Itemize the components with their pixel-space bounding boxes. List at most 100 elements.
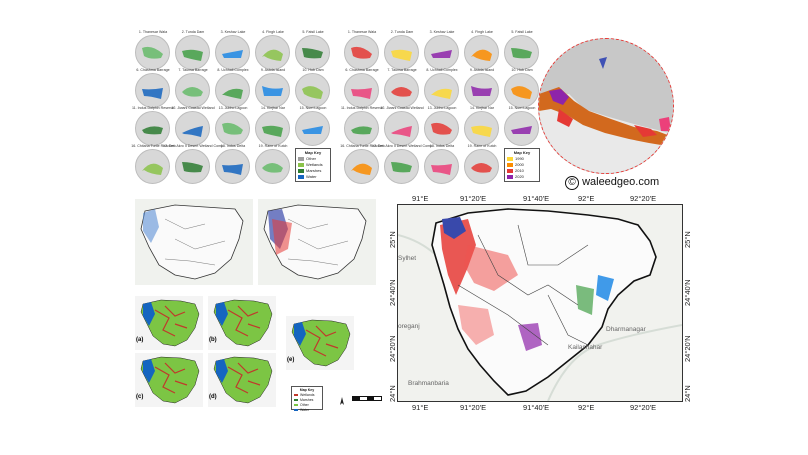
site-map-circle <box>135 73 170 108</box>
map-key-title: Map Key <box>304 150 322 155</box>
classification-map <box>286 316 354 370</box>
site-label: 8. Uchhali Complex <box>217 68 249 72</box>
large-map <box>397 204 683 402</box>
left-tick-label: 25°N <box>388 231 397 248</box>
classification-map <box>135 296 203 350</box>
site-map-circle <box>464 149 499 184</box>
site-label: 17. Deh Akro II Desert Wetland Complex <box>163 144 223 148</box>
place-label: oreganj <box>398 323 420 330</box>
site-map-circle <box>344 149 379 184</box>
site-map-circle <box>424 111 459 146</box>
site-label: 9. Astola Island <box>469 68 495 72</box>
site-label: 7. Taunsa Barrage <box>178 68 208 72</box>
site-label: 5. Fatsil Lake <box>302 30 324 34</box>
north-arrow-icon <box>337 392 347 405</box>
site-map-circle <box>384 149 419 184</box>
site-label: 7. Taunsa Barrage <box>387 68 417 72</box>
site-map-circle <box>464 73 499 108</box>
small-key-item: Marshes <box>294 398 320 402</box>
bottom-tick-label: 92°E <box>578 403 595 412</box>
map-key-item: 2000 <box>507 162 537 167</box>
site-map-circle <box>215 35 250 70</box>
site-map-circle <box>504 111 539 146</box>
site-label: 16. Chitana Turtle Reaches <box>131 144 175 148</box>
scale-bar <box>352 396 382 401</box>
site-label: 3. Keshav Lake <box>429 30 455 34</box>
site-map-circle <box>175 111 210 146</box>
site-map-circle <box>175 149 210 184</box>
site-map-circle <box>344 111 379 146</box>
top-tick-label: 91°40'E <box>523 194 550 203</box>
map-panel-label: (d) <box>209 394 217 400</box>
site-label: 12. Jiwani Coastal Wetland <box>380 106 424 110</box>
site-label: 3. Keshav Lake <box>220 30 246 34</box>
watermark: © waleedgeo.com <box>565 176 659 190</box>
site-label: 13. Jubho Lagoon <box>218 106 248 110</box>
top-tick-label: 92°20'E <box>630 194 657 203</box>
site-map-circle <box>424 149 459 184</box>
map-key-item: 1990 <box>507 156 537 161</box>
overview-map-2 <box>258 199 376 285</box>
map-key-item: Water <box>298 174 328 179</box>
site-label: 14. Kinjhar Nar <box>470 106 494 110</box>
map-panel-label: (e) <box>287 357 295 363</box>
map-key: Map Key 1990 2000 2010 2020 <box>504 148 540 182</box>
map-panel-label: (b) <box>209 337 217 343</box>
site-label: 15. Nurri Lagoon <box>508 106 536 110</box>
place-label: Sylhet <box>398 255 417 262</box>
site-map-circle <box>464 111 499 146</box>
classification-map <box>208 353 276 407</box>
bottom-tick-label: 91°E <box>412 403 429 412</box>
map-key-item: Other <box>298 156 328 161</box>
site-label: 19. Rann of Kutch <box>258 144 288 148</box>
site-map-circle <box>384 111 419 146</box>
site-map-circle <box>295 111 330 146</box>
site-map-circle <box>255 111 290 146</box>
map-key-title: Map Key <box>513 150 531 155</box>
top-tick-label: 92°E <box>578 194 595 203</box>
zoom-circle-map <box>538 38 674 174</box>
site-label: 4. Fingh Lake <box>262 30 284 34</box>
small-key-item: Other <box>294 403 320 407</box>
top-tick-label: 91°E <box>412 194 429 203</box>
site-label: 16. Chitana Turtle Reaches <box>340 144 384 148</box>
site-map-circle <box>504 35 539 70</box>
site-map-circle <box>384 35 419 70</box>
small-key-item: Wetlands <box>294 393 320 397</box>
site-map-circle <box>255 35 290 70</box>
bottom-tick-label: 91°20'E <box>460 403 487 412</box>
right-tick-label: 24°N <box>683 385 692 402</box>
site-map-circle <box>255 73 290 108</box>
site-label: 1. Thanesar Wala <box>347 30 377 34</box>
site-map-circle <box>255 149 290 184</box>
right-tick-label: 24°40'N <box>683 279 692 306</box>
site-label: 2. Tunda Dam <box>390 30 414 34</box>
site-label: 8. Uchhali Complex <box>426 68 458 72</box>
site-map-circle <box>135 35 170 70</box>
site-map-circle <box>215 149 250 184</box>
site-label: 14. Kinjhar Nar <box>261 106 285 110</box>
overview-map-1 <box>135 199 253 285</box>
site-map-circle <box>295 73 330 108</box>
site-map-circle <box>424 35 459 70</box>
site-label: 5. Fatsil Lake <box>511 30 533 34</box>
bottom-tick-label: 91°40'E <box>523 403 550 412</box>
classification-map <box>208 296 276 350</box>
map-key: Map Key Other Wetlands Marshes Water <box>295 148 331 182</box>
top-tick-label: 91°20'E <box>460 194 487 203</box>
site-map-circle <box>175 35 210 70</box>
site-label: 6. Chashma Barrage <box>136 68 170 72</box>
site-label: 6. Chashma Barrage <box>345 68 379 72</box>
map-key-item: 2010 <box>507 168 537 173</box>
site-label: 11. Indus Dolphin Reserve <box>340 106 384 110</box>
site-label: 18. Indus Delta <box>429 144 455 148</box>
classification-map <box>135 353 203 407</box>
map-panel-label: (c) <box>136 394 144 400</box>
left-tick-label: 24°N <box>388 385 397 402</box>
watermark-text: waleedgeo.com <box>582 176 660 188</box>
map-key-item: Marshes <box>298 168 328 173</box>
site-label: 4. Fingh Lake <box>471 30 493 34</box>
left-tick-label: 24°40'N <box>388 279 397 306</box>
site-label: 11. Indus Dolphin Reserve <box>131 106 175 110</box>
site-label: 10. Hub Dam <box>511 68 533 72</box>
